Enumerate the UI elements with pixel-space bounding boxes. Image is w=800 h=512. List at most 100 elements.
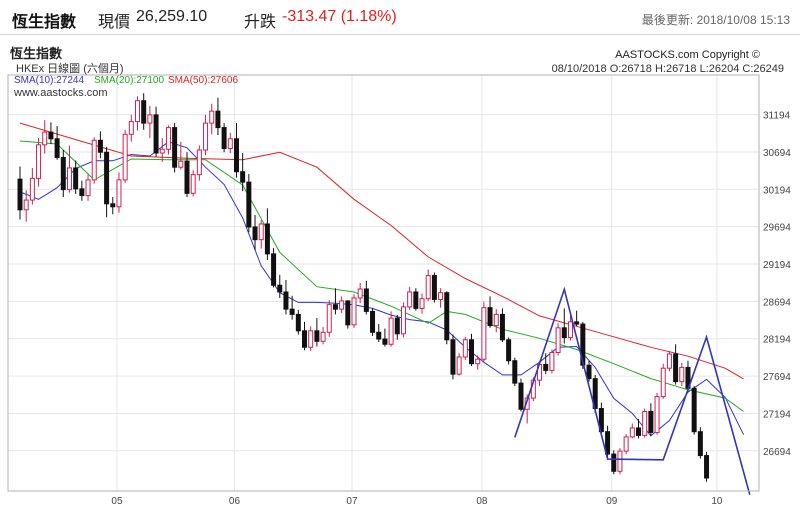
candle-body-down bbox=[252, 226, 258, 241]
watermark-text: www.aastocks.com bbox=[13, 87, 108, 99]
candle-body-up bbox=[388, 317, 394, 345]
candle-body-up bbox=[642, 411, 648, 436]
candle-body-up bbox=[456, 356, 462, 375]
candle-body-down bbox=[704, 455, 710, 479]
chart-title: 恆生指數 bbox=[9, 46, 62, 61]
candle-body-up bbox=[135, 100, 141, 123]
candle-body-up bbox=[493, 313, 499, 327]
candle-body-down bbox=[382, 338, 388, 345]
ohlc-readout: 08/10/2018 O:26718 H:26718 L:26204 C:262… bbox=[552, 63, 784, 75]
y-tick-label: 30194 bbox=[763, 185, 791, 196]
candlestick-chart: 31194 30694 30194 29694 29194 28694 28194 27694… bbox=[0, 35, 800, 507]
candle-body-down bbox=[506, 339, 512, 362]
candle-body-up bbox=[481, 307, 487, 360]
candle-body-down bbox=[487, 307, 493, 327]
y-tick-label: 26694 bbox=[763, 447, 791, 458]
candle-body-down bbox=[363, 288, 369, 312]
candle-body-up bbox=[629, 427, 635, 438]
candle-body-down bbox=[184, 160, 190, 194]
legend-sma50: SMA(50):27606 bbox=[168, 75, 238, 86]
candle-body-up bbox=[227, 138, 233, 150]
candle-body-down bbox=[543, 363, 549, 371]
candle-body-down bbox=[691, 387, 697, 433]
change-label: 升跌 bbox=[244, 14, 277, 31]
candle-body-up bbox=[66, 167, 72, 191]
x-tick-label: 10 bbox=[711, 496, 723, 507]
candle-body-up bbox=[85, 179, 91, 197]
candle-body-up bbox=[23, 199, 29, 211]
candle-body-up bbox=[351, 297, 357, 326]
candle-body-down bbox=[431, 275, 437, 300]
candle-body-down bbox=[271, 253, 277, 286]
candle-body-down bbox=[611, 453, 617, 472]
candle-body-down bbox=[264, 223, 270, 255]
candle-body-up bbox=[555, 327, 561, 353]
candle-body-down bbox=[586, 364, 592, 380]
candle-body-up bbox=[320, 331, 326, 342]
candle-body-up bbox=[196, 149, 202, 176]
candle-body-down bbox=[332, 304, 338, 310]
candle-body-down bbox=[512, 360, 518, 384]
sma-line-sma10 bbox=[19, 141, 745, 437]
candle-body-down bbox=[153, 114, 159, 154]
candle-body-up bbox=[209, 110, 215, 124]
candle-body-down bbox=[697, 431, 703, 457]
chart-subtitle: HKEx 日線圖 (六個月) bbox=[16, 61, 124, 75]
candle-body-up bbox=[122, 133, 128, 181]
candle-body-down bbox=[413, 291, 419, 309]
candle-body-up bbox=[407, 291, 413, 308]
candle-body-up bbox=[617, 450, 623, 472]
candle-body-up bbox=[178, 160, 184, 168]
candle-body-up bbox=[258, 223, 264, 241]
candle-body-up bbox=[623, 436, 629, 452]
candle-body-up bbox=[666, 353, 672, 369]
trend-line bbox=[514, 286, 751, 495]
candle-body-down bbox=[673, 353, 679, 383]
candle-body-down bbox=[283, 291, 289, 310]
candle-body-down bbox=[499, 313, 505, 341]
candle-body-up bbox=[203, 122, 209, 151]
change-value: -313.47 (1.18%) bbox=[282, 8, 397, 25]
candle-body-up bbox=[679, 366, 685, 383]
candle-body-down bbox=[97, 139, 103, 153]
y-tick-label: 31194 bbox=[763, 111, 791, 122]
candle-body-down bbox=[394, 317, 400, 335]
y-tick-label: 27694 bbox=[763, 372, 791, 383]
candle-body-down bbox=[240, 171, 246, 183]
legend-sma10: SMA(10):27244 bbox=[14, 75, 84, 86]
x-tick-label: 09 bbox=[606, 496, 618, 507]
candle-body-down bbox=[17, 178, 23, 211]
copyright-text: AASTOCKS.com Copyright © bbox=[615, 49, 760, 61]
y-tick-label: 30694 bbox=[763, 148, 791, 159]
candle-body-down bbox=[246, 181, 252, 228]
candle-body-up bbox=[128, 121, 134, 135]
candle-body-up bbox=[567, 321, 573, 339]
candle-body-up bbox=[549, 351, 555, 371]
candle-body-down bbox=[314, 330, 320, 342]
legend-sma20: SMA(20):27100 bbox=[94, 75, 164, 86]
candle-body-down bbox=[79, 188, 85, 197]
last-updated: 最後更新: 2018/10/08 15:13 bbox=[641, 13, 790, 27]
candle-body-down bbox=[648, 411, 654, 433]
candles bbox=[17, 93, 710, 482]
quote-header: 恆生指數 現價 26,259.10 升跌 -313.47 (1.18%) 最後更… bbox=[0, 0, 800, 35]
x-tick-label: 08 bbox=[476, 496, 488, 507]
candle-body-down bbox=[60, 156, 66, 191]
candle-body-down bbox=[221, 127, 227, 150]
candle-body-up bbox=[419, 298, 425, 309]
candle-body-down bbox=[444, 292, 450, 341]
x-axis-ticks: 05 06 07 08 09 10 bbox=[111, 496, 723, 507]
candle-body-up bbox=[190, 174, 196, 194]
y-axis-ticks: 31194 30694 30194 29694 29194 28694 28194 27694… bbox=[763, 111, 791, 458]
candle-body-down bbox=[605, 431, 611, 455]
x-tick-label: 07 bbox=[346, 496, 358, 507]
candle-body-down bbox=[376, 331, 382, 340]
candle-body-up bbox=[91, 139, 97, 181]
y-tick-label: 29694 bbox=[763, 223, 791, 234]
candle-body-up bbox=[308, 330, 314, 348]
candle-body-up bbox=[438, 292, 444, 300]
candle-body-down bbox=[574, 321, 580, 325]
sma-line-sma20 bbox=[19, 140, 744, 412]
candle-body-down bbox=[295, 313, 301, 332]
candle-body-up bbox=[400, 306, 406, 335]
